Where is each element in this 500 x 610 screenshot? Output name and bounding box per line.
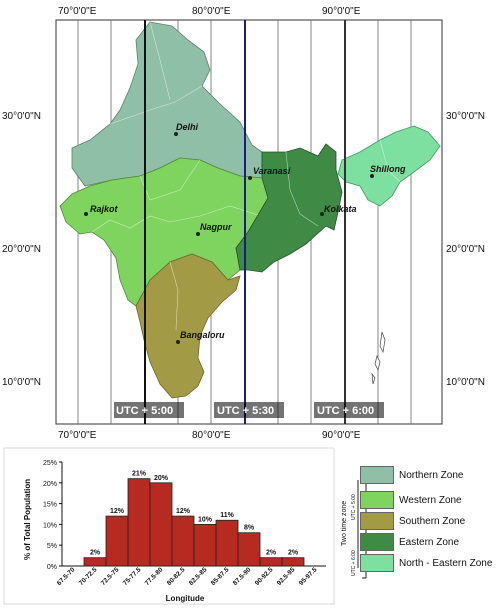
zone-legend: Northern Zone Western Zone Southern Zone… xyxy=(340,456,496,574)
legend-label: Western Zone xyxy=(399,494,462,506)
longitude-label-top: 70°0'0"E xyxy=(58,6,97,17)
histogram-bar xyxy=(281,557,305,567)
histogram-bar xyxy=(193,524,217,567)
city-dot-shillong xyxy=(370,174,374,178)
histogram-x-label: Longitude xyxy=(166,594,205,603)
longitude-label-bottom: 90°0'0"E xyxy=(322,430,361,441)
latitude-label-right: 10°0'0"N xyxy=(446,377,485,388)
histogram-bar xyxy=(83,557,107,567)
histogram-data-label: 21% xyxy=(132,471,147,478)
legend-swatch xyxy=(360,554,394,572)
latitude-label-right: 30°0'0"N xyxy=(446,111,485,122)
histogram-data-label: 2% xyxy=(266,550,277,557)
legend-bracket-sub-top: UTC + 5:00 xyxy=(351,494,357,520)
city-label-shillong: Shillong xyxy=(370,164,406,174)
legend-item-northern: Northern Zone xyxy=(360,466,463,484)
histogram-y-tick-label: 10% xyxy=(43,522,57,529)
histogram-data-label: 11% xyxy=(220,512,234,519)
legend-item-western: Western Zone xyxy=(360,491,462,509)
histogram-y-tick-label: 5% xyxy=(47,543,57,550)
legend-bracket-top-label: Two time zone xyxy=(341,501,348,546)
legend-item-north-eastern: North - Eastern Zone xyxy=(360,554,492,572)
eastern-zone xyxy=(235,143,343,273)
city-label-rajkot: Rajkot xyxy=(90,204,119,214)
histogram-data-label: 12% xyxy=(110,508,125,515)
legend-swatch xyxy=(360,491,394,509)
city-dot-varanasi xyxy=(248,176,252,180)
city-label-varanasi: Varanasi xyxy=(253,166,291,176)
city-label-kolkata: Kolkata xyxy=(324,204,357,214)
histogram-bar xyxy=(171,515,195,567)
southern-zone xyxy=(135,253,241,399)
utc-label-bg xyxy=(214,402,284,418)
histogram-y-tick-label: 20% xyxy=(43,481,57,488)
north-eastern-zone xyxy=(337,125,441,207)
latitude-label-left: 10°0'0"N xyxy=(2,377,41,388)
histogram-y-tick-label: 15% xyxy=(43,502,57,509)
histogram-y-label: % of Total Population xyxy=(23,479,32,560)
histogram-bar xyxy=(259,557,283,567)
city-dot-nagpur xyxy=(196,232,200,236)
city-markers xyxy=(84,132,374,344)
histogram-bar xyxy=(127,478,151,567)
histogram-data-label: 20% xyxy=(154,475,169,482)
histogram: 0%5%10%15%20%25%67.5-702%70-72.512%72.5-… xyxy=(43,460,326,587)
histogram-bar xyxy=(105,515,129,567)
longitude-label-top: 80°0'0"E xyxy=(192,6,231,17)
andaman-islands xyxy=(371,331,386,385)
legend-bracket-sub-bottom: UTC + 6:00 xyxy=(351,550,357,576)
city-dot-kolkata xyxy=(320,212,324,216)
latitude-label-left: 20°0'0"N xyxy=(2,244,41,255)
legend-label: North - Eastern Zone xyxy=(399,557,493,569)
utc-label-530: UTC + 5:30 xyxy=(217,405,274,417)
histogram-bar xyxy=(215,519,239,567)
city-label-nagpur: Nagpur xyxy=(200,222,232,232)
legend-swatch xyxy=(360,512,394,530)
histogram-y-tick-label: 25% xyxy=(43,460,57,467)
utc-label-600: UTC + 6:00 xyxy=(317,405,374,417)
legend-item-southern: Southern Zone xyxy=(360,512,465,530)
histogram-bar xyxy=(149,482,173,567)
utc-label-bg xyxy=(314,402,384,418)
city-label-delhi: Delhi xyxy=(176,122,199,132)
histogram-y-tick-label: 0% xyxy=(47,564,57,571)
legend-label: Eastern Zone xyxy=(399,536,460,548)
longitude-label-bottom: 80°0'0"E xyxy=(192,430,231,441)
city-dot-rajkot xyxy=(84,212,88,216)
histogram-data-label: 8% xyxy=(244,525,255,532)
legend-label: Southern Zone xyxy=(399,515,466,527)
latitude-label-left: 30°0'0"N xyxy=(2,111,41,122)
histogram-data-label: 2% xyxy=(90,550,101,557)
state-boundaries xyxy=(91,21,401,331)
legend-item-eastern: Eastern Zone xyxy=(360,533,459,551)
longitude-label-top: 90°0'0"E xyxy=(322,6,361,17)
city-dot-bangaloru xyxy=(176,340,180,344)
legend-swatch xyxy=(360,466,394,484)
legend-label: Northern Zone xyxy=(399,469,464,481)
legend-swatch xyxy=(360,533,394,551)
histogram-data-label: 10% xyxy=(198,516,213,523)
histogram-data-label: 12% xyxy=(176,508,191,515)
utc-label-bg xyxy=(114,402,184,418)
utc-label-500: UTC + 5:00 xyxy=(116,405,173,417)
histogram-bar xyxy=(237,532,261,567)
longitude-label-bottom: 70°0'0"E xyxy=(58,430,97,441)
city-dot-delhi xyxy=(174,132,178,136)
latitude-label-right: 20°0'0"N xyxy=(446,244,485,255)
histogram-data-label: 2% xyxy=(288,550,299,557)
city-label-bangaloru: Bangaloru xyxy=(180,330,225,340)
